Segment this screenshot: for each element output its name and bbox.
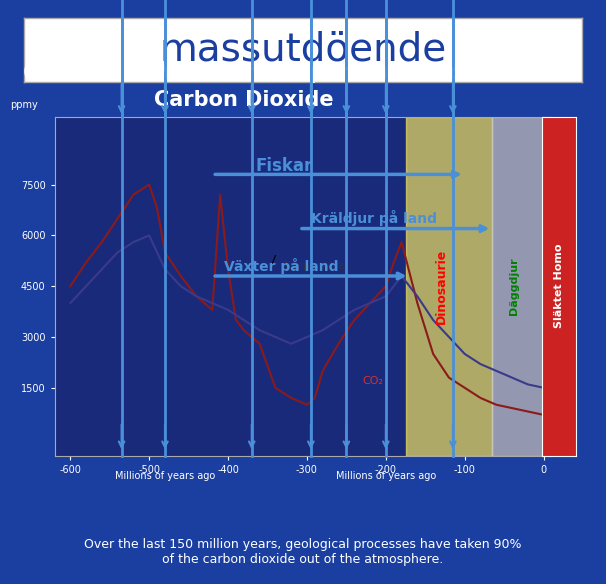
Text: Millions of years ago: Millions of years ago (115, 471, 215, 481)
Text: Växter på land: Växter på land (224, 258, 339, 274)
Bar (405, 117, 492, 456)
Text: Carbon Dioxide: Carbon Dioxide (153, 90, 333, 110)
Text: 600 Million Years of Temperature and: 600 Million Years of Temperature and (23, 62, 464, 83)
Text: Dinosaurie: Dinosaurie (435, 249, 448, 324)
Text: Fiskar: Fiskar (256, 157, 313, 175)
Text: Kräldjur på land: Kräldjur på land (311, 210, 437, 227)
Text: Temperature: Temperature (283, 261, 345, 271)
Text: massutdöende: massutdöende (159, 30, 447, 69)
Text: Släktet Homo: Släktet Homo (554, 244, 564, 328)
Text: Däggdjur: Däggdjur (508, 258, 519, 315)
Text: Millions of years ago: Millions of years ago (336, 471, 436, 481)
Text: ppmy: ppmy (10, 100, 38, 110)
Text: Over the last 150 million years, geological processes have taken 90%
of the carb: Over the last 150 million years, geologi… (84, 538, 522, 566)
Text: CO₂: CO₂ (362, 377, 383, 387)
Bar (492, 117, 544, 456)
